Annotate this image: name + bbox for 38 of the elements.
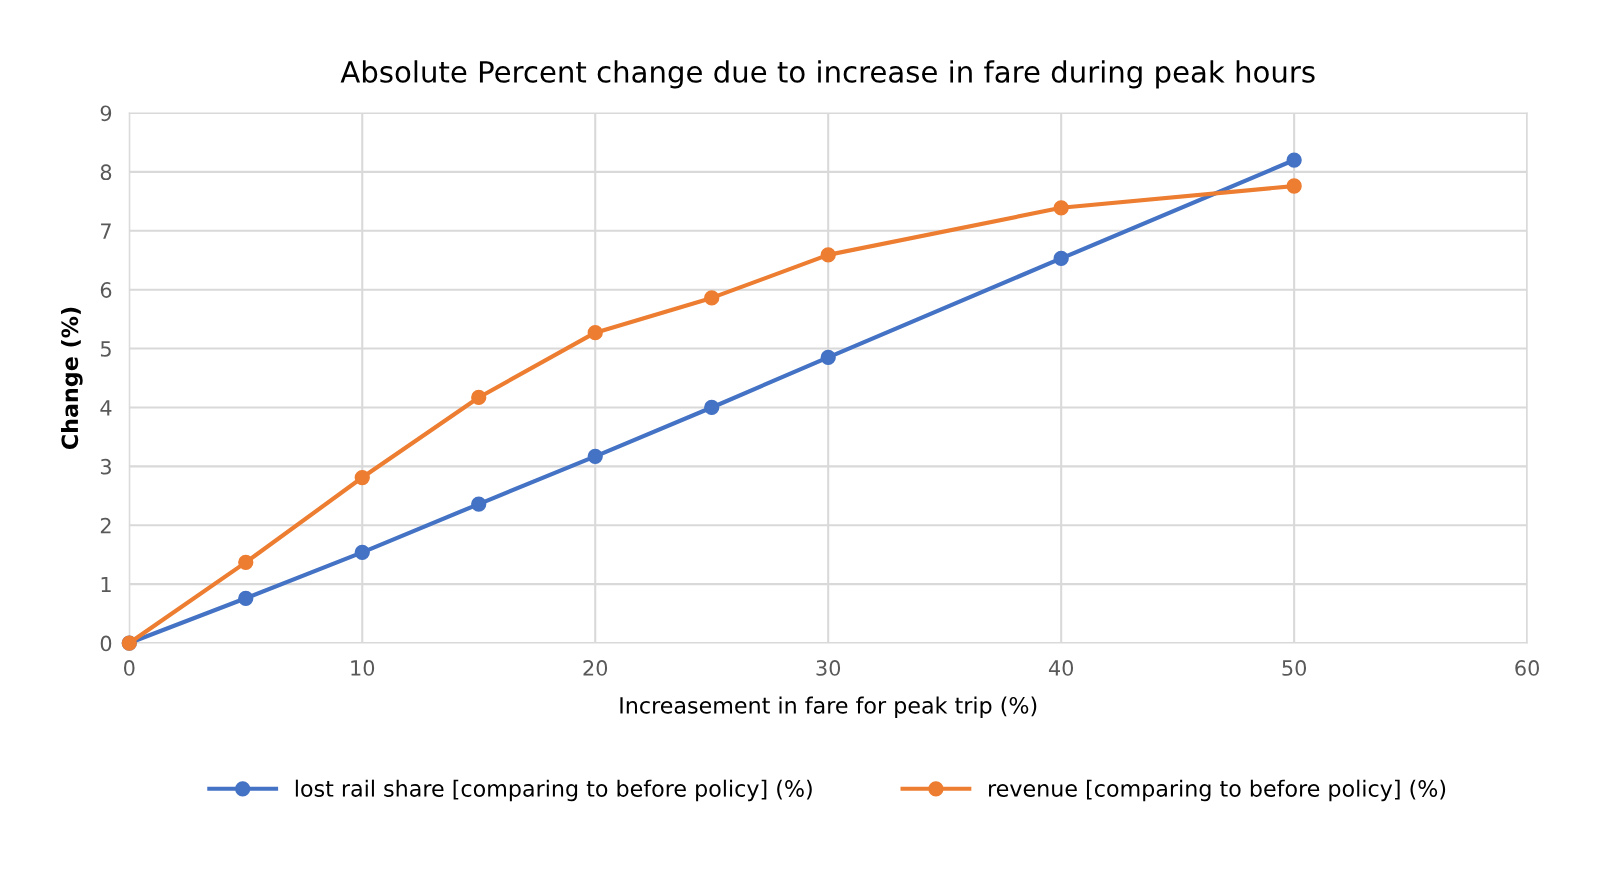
- y-axis-title: Change (%): [61, 307, 83, 450]
- y-tick-label: 1: [101, 576, 111, 593]
- legend-label: revenue [comparing to before policy] (%): [989, 779, 1446, 802]
- point: [1286, 152, 1302, 168]
- point: [238, 590, 254, 606]
- y-tick-label: 2: [100, 517, 111, 534]
- y-tick-label: 3: [100, 458, 111, 475]
- point: [238, 554, 254, 571]
- y-tick-label: 8: [100, 164, 112, 181]
- y-tick-label: 0: [100, 635, 112, 652]
- point: [471, 389, 487, 406]
- point: [1053, 200, 1069, 216]
- y-tick-label: 6: [100, 282, 112, 298]
- point: [704, 290, 720, 306]
- x-tick-label: 10: [351, 660, 375, 676]
- point: [704, 399, 720, 416]
- point: [1286, 178, 1302, 194]
- x-tick-label: 60: [1515, 660, 1539, 676]
- y-tick-label: 5: [100, 341, 111, 357]
- point: [587, 448, 603, 464]
- x-tick-label: 40: [1048, 660, 1074, 676]
- point: [471, 496, 487, 512]
- x-tick-label: 30: [816, 660, 841, 676]
- point: [820, 349, 836, 366]
- chart-title: Absolute Percent change due to increase in fare during peak hours: [340, 60, 1315, 89]
- point: [354, 469, 370, 486]
- x-axis-title: Increasement in fare for peak trip (%): [620, 696, 1037, 719]
- point: [820, 247, 836, 263]
- y-tick-label: 7: [101, 223, 111, 239]
- point: [587, 325, 603, 341]
- point: [1053, 250, 1069, 267]
- y-tick-label: 9: [100, 105, 112, 122]
- x-tick-label: 50: [1282, 660, 1307, 676]
- point: [354, 544, 370, 560]
- x-tick-label: 20: [583, 660, 608, 676]
- legend-label: lost rail share [comparing to before policy] (%): [295, 779, 812, 802]
- y-tick-label: 4: [100, 400, 112, 416]
- x-tick-label: 0: [124, 660, 135, 676]
